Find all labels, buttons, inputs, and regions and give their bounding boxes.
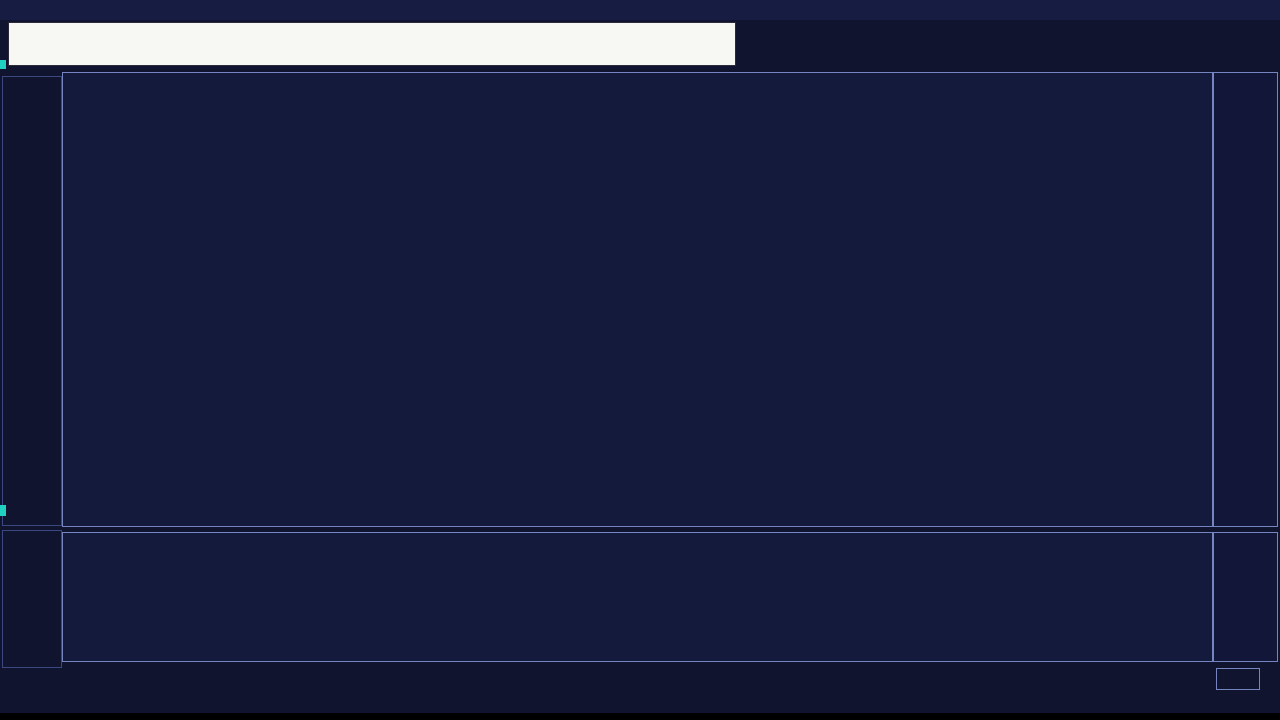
timeline-scrollbar[interactable] (62, 668, 1213, 698)
indicator-panel[interactable] (62, 532, 1213, 662)
price-axis-lower (1213, 532, 1278, 662)
chart-legend (75, 81, 119, 95)
left-edge-marker-bottom (0, 505, 6, 516)
left-edge-marker-top (0, 60, 6, 69)
price-axis-upper (1213, 72, 1278, 527)
indicator-chart (63, 533, 1212, 661)
bottom-bar (0, 713, 1280, 720)
price-chart-panel[interactable] (62, 72, 1213, 527)
watchlist-sidebar (0, 70, 62, 720)
info-header (8, 22, 736, 66)
window-title (0, 0, 1280, 20)
timeline-end-cap (1216, 668, 1260, 690)
candlestick-chart (63, 73, 1212, 526)
